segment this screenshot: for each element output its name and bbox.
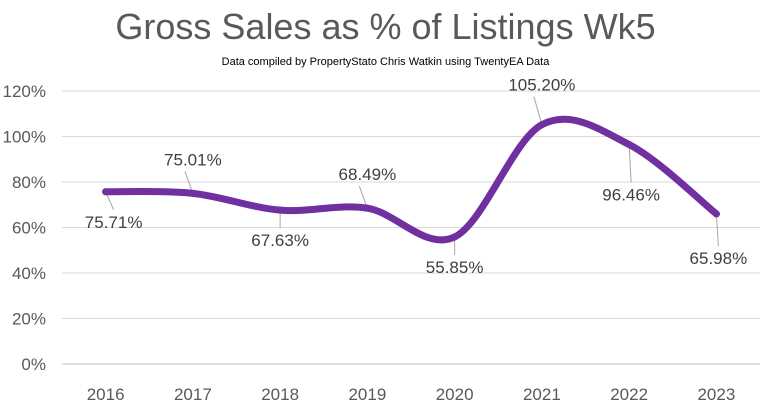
data-label: 55.85% <box>426 258 484 277</box>
data-point <box>712 210 720 218</box>
chart-title: Gross Sales as % of Listings Wk5 <box>115 6 656 47</box>
y-tick-label: 60% <box>12 219 46 238</box>
x-tick-label: 2018 <box>261 385 299 404</box>
y-tick-label: 40% <box>12 264 46 283</box>
x-tick-label: 2020 <box>436 385 474 404</box>
leader-line <box>715 213 719 246</box>
data-label: 96.46% <box>602 186 660 205</box>
data-point <box>538 121 546 129</box>
x-tick-label: 2016 <box>87 385 125 404</box>
series-line <box>102 115 720 244</box>
x-axis: 2016 2017 2018 2019 2020 2021 2022 2023 <box>87 385 736 404</box>
data-point <box>451 233 459 241</box>
data-point <box>189 189 197 197</box>
y-tick-label: 100% <box>3 128 46 147</box>
data-label: 68.49% <box>339 165 397 184</box>
data-point <box>625 141 633 149</box>
data-label: 65.98% <box>690 249 748 268</box>
series-line-path <box>102 115 720 244</box>
y-tick-label: 80% <box>12 173 46 192</box>
data-labels: 75.71% 75.01% 67.63% 68.49% 55.85% 105.20% 96.… <box>85 76 747 277</box>
x-tick-label: 2023 <box>697 385 735 404</box>
x-tick-label: 2022 <box>610 385 648 404</box>
y-axis: 0% 20% 40% 60% 80% 100% 120% <box>3 82 46 374</box>
x-tick-label: 2021 <box>523 385 561 404</box>
data-point <box>363 204 371 212</box>
data-label: 105.20% <box>508 76 575 95</box>
y-tick-label: 120% <box>3 82 46 101</box>
data-point <box>102 188 110 196</box>
data-label: 67.63% <box>251 231 309 250</box>
y-tick-label: 20% <box>12 310 46 329</box>
leader-line <box>628 144 632 183</box>
y-tick-label: 0% <box>21 355 46 374</box>
leader-line <box>184 171 194 194</box>
gridlines <box>62 90 760 365</box>
x-tick-label: 2017 <box>174 385 212 404</box>
data-label: 75.01% <box>164 150 222 169</box>
leader-line <box>533 96 543 125</box>
data-point <box>276 206 284 214</box>
chart-subtitle: Data compiled by PropertyStato Chris Wat… <box>221 56 550 68</box>
x-tick-label: 2019 <box>348 385 386 404</box>
data-label: 75.71% <box>85 213 143 232</box>
